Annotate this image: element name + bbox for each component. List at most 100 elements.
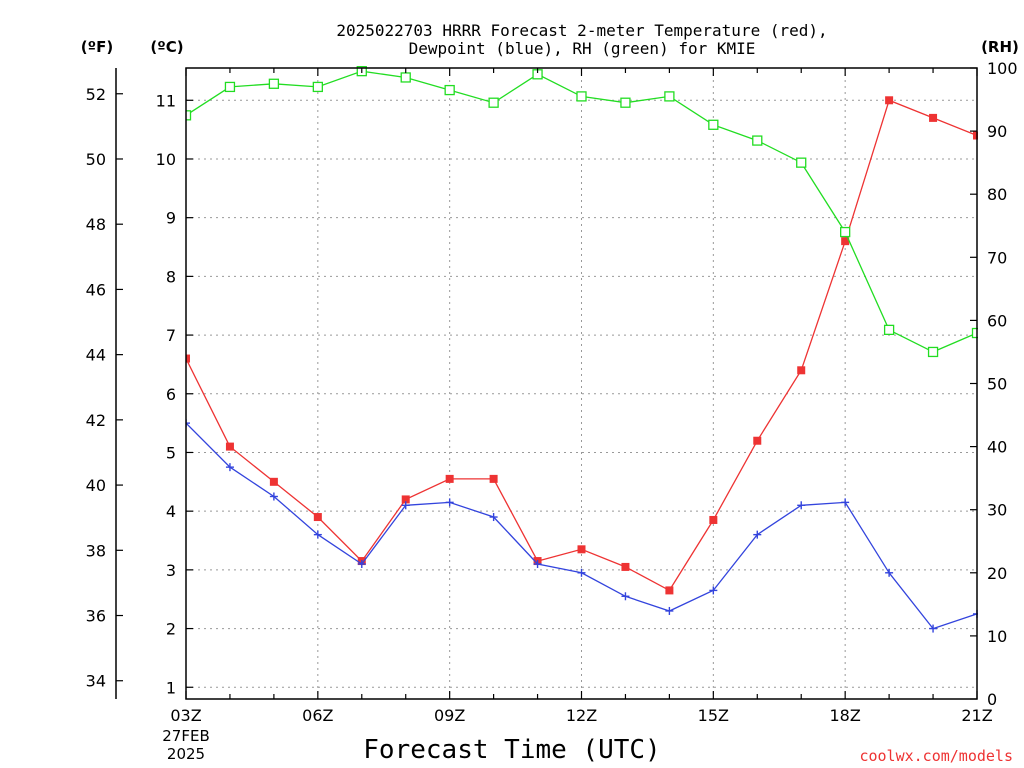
plot-frame bbox=[185, 67, 978, 700]
data-point-temperature bbox=[225, 442, 234, 451]
data-point-rh bbox=[268, 78, 280, 89]
rh-tick-label: 90 bbox=[987, 122, 1007, 141]
fahrenheit-axis-label: (ºF) bbox=[81, 38, 113, 56]
data-point-temperature bbox=[269, 477, 278, 486]
data-point-temperature bbox=[797, 366, 806, 375]
data-point-temperature bbox=[973, 131, 978, 140]
data-point-dewpoint bbox=[841, 498, 850, 507]
data-point-temperature bbox=[186, 354, 190, 363]
x-tick-label: 09Z bbox=[434, 706, 465, 725]
data-point-dewpoint bbox=[929, 624, 938, 633]
data-point-temperature bbox=[313, 513, 322, 522]
data-point-dewpoint bbox=[357, 559, 366, 568]
data-point-dewpoint bbox=[621, 592, 630, 601]
rh-tick-label: 40 bbox=[987, 438, 1007, 457]
data-point-rh bbox=[883, 324, 895, 336]
x-tick-label: 18Z bbox=[830, 706, 861, 725]
series-temperature bbox=[186, 96, 978, 595]
data-point-rh bbox=[312, 81, 323, 93]
data-point-temperature bbox=[577, 545, 586, 554]
data-point-temperature bbox=[753, 436, 762, 445]
celsius-tick-label: 9 bbox=[166, 209, 176, 228]
celsius-tick-label: 5 bbox=[166, 443, 176, 462]
data-point-dewpoint bbox=[401, 501, 410, 510]
rh-tick-label: 100 bbox=[987, 59, 1018, 78]
data-point-rh bbox=[224, 81, 236, 93]
data-point-dewpoint bbox=[665, 606, 674, 615]
axes-ticks: 1234567891011343638404244464850520102030… bbox=[86, 59, 1018, 725]
data-point-rh bbox=[400, 72, 411, 83]
date-label-day: 27FEB bbox=[162, 727, 209, 745]
series-rh bbox=[186, 66, 978, 358]
data-point-dewpoint bbox=[797, 501, 806, 510]
data-point-rh bbox=[664, 91, 675, 102]
data-point-rh bbox=[444, 84, 455, 96]
data-point-rh bbox=[796, 157, 807, 168]
data-point-temperature bbox=[709, 515, 718, 524]
celsius-tick-label: 4 bbox=[166, 502, 176, 521]
rh-tick-label: 30 bbox=[987, 501, 1007, 520]
series-layer bbox=[186, 66, 978, 633]
celsius-tick-label: 10 bbox=[156, 150, 176, 169]
data-point-temperature bbox=[665, 586, 674, 595]
data-point-rh bbox=[576, 91, 587, 102]
celsius-tick-label: 7 bbox=[166, 326, 176, 345]
fahrenheit-tick-label: 36 bbox=[86, 607, 106, 626]
data-point-rh bbox=[186, 110, 192, 121]
data-point-dewpoint bbox=[753, 530, 762, 539]
celsius-tick-label: 11 bbox=[156, 91, 176, 110]
data-point-rh bbox=[708, 119, 719, 130]
data-point-dewpoint bbox=[489, 513, 498, 522]
data-point-temperature bbox=[841, 237, 850, 246]
data-point-dewpoint bbox=[709, 586, 718, 595]
data-point-rh bbox=[620, 97, 631, 108]
fahrenheit-tick-label: 52 bbox=[86, 85, 106, 104]
fahrenheit-tick-label: 44 bbox=[86, 346, 106, 365]
rh-tick-label: 20 bbox=[987, 564, 1007, 583]
rh-tick-label: 80 bbox=[987, 185, 1007, 204]
data-point-rh bbox=[927, 346, 939, 358]
data-point-dewpoint bbox=[186, 419, 190, 428]
rh-axis-label: (RH) bbox=[981, 38, 1019, 56]
grid-lines bbox=[186, 68, 977, 699]
x-axis-title: Forecast Time (UTC) bbox=[363, 735, 660, 765]
data-point-temperature bbox=[445, 474, 454, 483]
fahrenheit-tick-label: 50 bbox=[86, 150, 106, 169]
fahrenheit-tick-label: 48 bbox=[86, 215, 106, 234]
data-point-temperature bbox=[929, 113, 938, 122]
series-dewpoint bbox=[186, 419, 978, 633]
x-tick-label: 21Z bbox=[961, 706, 992, 725]
data-point-rh bbox=[840, 226, 851, 238]
data-point-dewpoint bbox=[313, 530, 322, 539]
rh-tick-label: 0 bbox=[987, 690, 997, 709]
data-point-temperature bbox=[621, 562, 630, 571]
x-tick-label: 12Z bbox=[566, 706, 597, 725]
celsius-axis-label: (ºC) bbox=[150, 38, 183, 56]
celsius-tick-label: 2 bbox=[166, 620, 176, 639]
fahrenheit-tick-label: 38 bbox=[86, 541, 106, 560]
credit-text: coolwx.com/models bbox=[859, 747, 1013, 765]
x-tick-label: 06Z bbox=[302, 706, 333, 725]
data-point-dewpoint bbox=[225, 463, 234, 472]
fahrenheit-tick-label: 46 bbox=[86, 280, 106, 299]
x-tick-label: 03Z bbox=[170, 706, 201, 725]
data-point-dewpoint bbox=[533, 559, 542, 568]
x-tick-label: 15Z bbox=[698, 706, 729, 725]
celsius-tick-label: 6 bbox=[166, 385, 176, 404]
data-point-dewpoint bbox=[885, 568, 894, 577]
data-point-temperature bbox=[401, 495, 410, 504]
rh-tick-label: 10 bbox=[987, 627, 1007, 646]
data-point-temperature bbox=[885, 96, 894, 105]
chart-title-line1: 2025022703 HRRR Forecast 2-meter Tempera… bbox=[336, 21, 827, 40]
rh-tick-label: 60 bbox=[987, 311, 1007, 330]
date-label-year: 2025 bbox=[167, 745, 205, 763]
fahrenheit-tick-label: 42 bbox=[86, 411, 106, 430]
rh-tick-label: 50 bbox=[987, 375, 1007, 394]
data-point-dewpoint bbox=[269, 492, 278, 501]
data-point-rh bbox=[488, 97, 499, 108]
celsius-tick-label: 1 bbox=[166, 678, 176, 697]
celsius-tick-label: 3 bbox=[166, 561, 176, 580]
celsius-tick-label: 8 bbox=[166, 267, 176, 286]
fahrenheit-tick-label: 40 bbox=[86, 476, 106, 495]
